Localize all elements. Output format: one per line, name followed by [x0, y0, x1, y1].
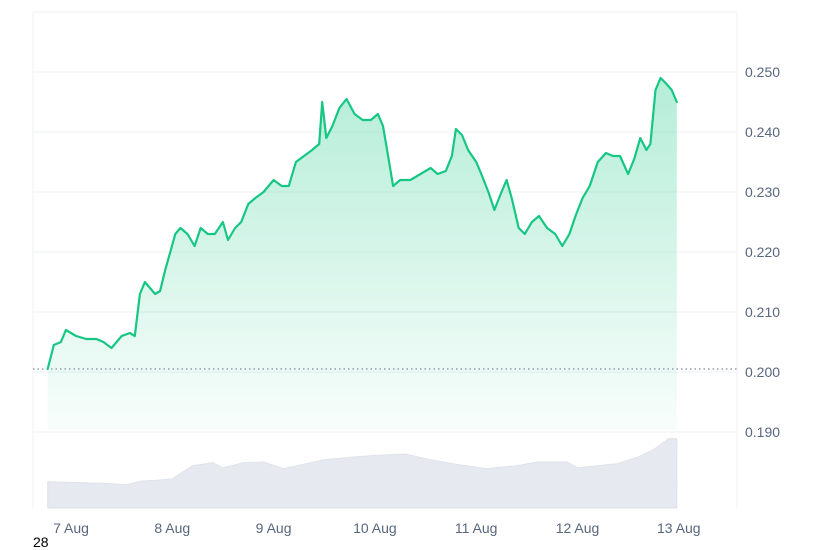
price-fill [47, 78, 677, 430]
price-series-line [46, 76, 678, 371]
x-axis-ticks: 7 Aug 8 Aug 9 Aug 10 Aug 11 Aug 12 Aug 13 Aug [53, 520, 701, 536]
price-area [47, 78, 677, 430]
x-tick-label: 8 Aug [154, 520, 190, 536]
x-tick-label: 10 Aug [353, 520, 397, 536]
y-tick-label: 0.210 [745, 304, 780, 320]
volume-area [47, 438, 678, 509]
x-tick-label: 7 Aug [53, 520, 89, 536]
y-tick-label: 0.240 [745, 124, 780, 140]
x-tick-label: 13 Aug [657, 520, 701, 536]
y-tick-label: 0.250 [745, 64, 780, 80]
y-tick-label: 0.220 [745, 244, 780, 260]
footer-number: 28 [33, 534, 49, 550]
x-tick-label: 9 Aug [256, 520, 292, 536]
x-tick-label: 12 Aug [556, 520, 600, 536]
y-tick-label: 0.230 [745, 184, 780, 200]
y-tick-label: 0.200 [745, 364, 780, 380]
y-axis-ticks: 0.190 0.200 0.210 0.220 0.230 0.240 0.250 [745, 64, 780, 440]
y-tick-label: 0.190 [745, 424, 780, 440]
x-tick-label: 11 Aug [455, 520, 498, 536]
price-line [46, 76, 678, 371]
volume-shape [47, 438, 678, 509]
